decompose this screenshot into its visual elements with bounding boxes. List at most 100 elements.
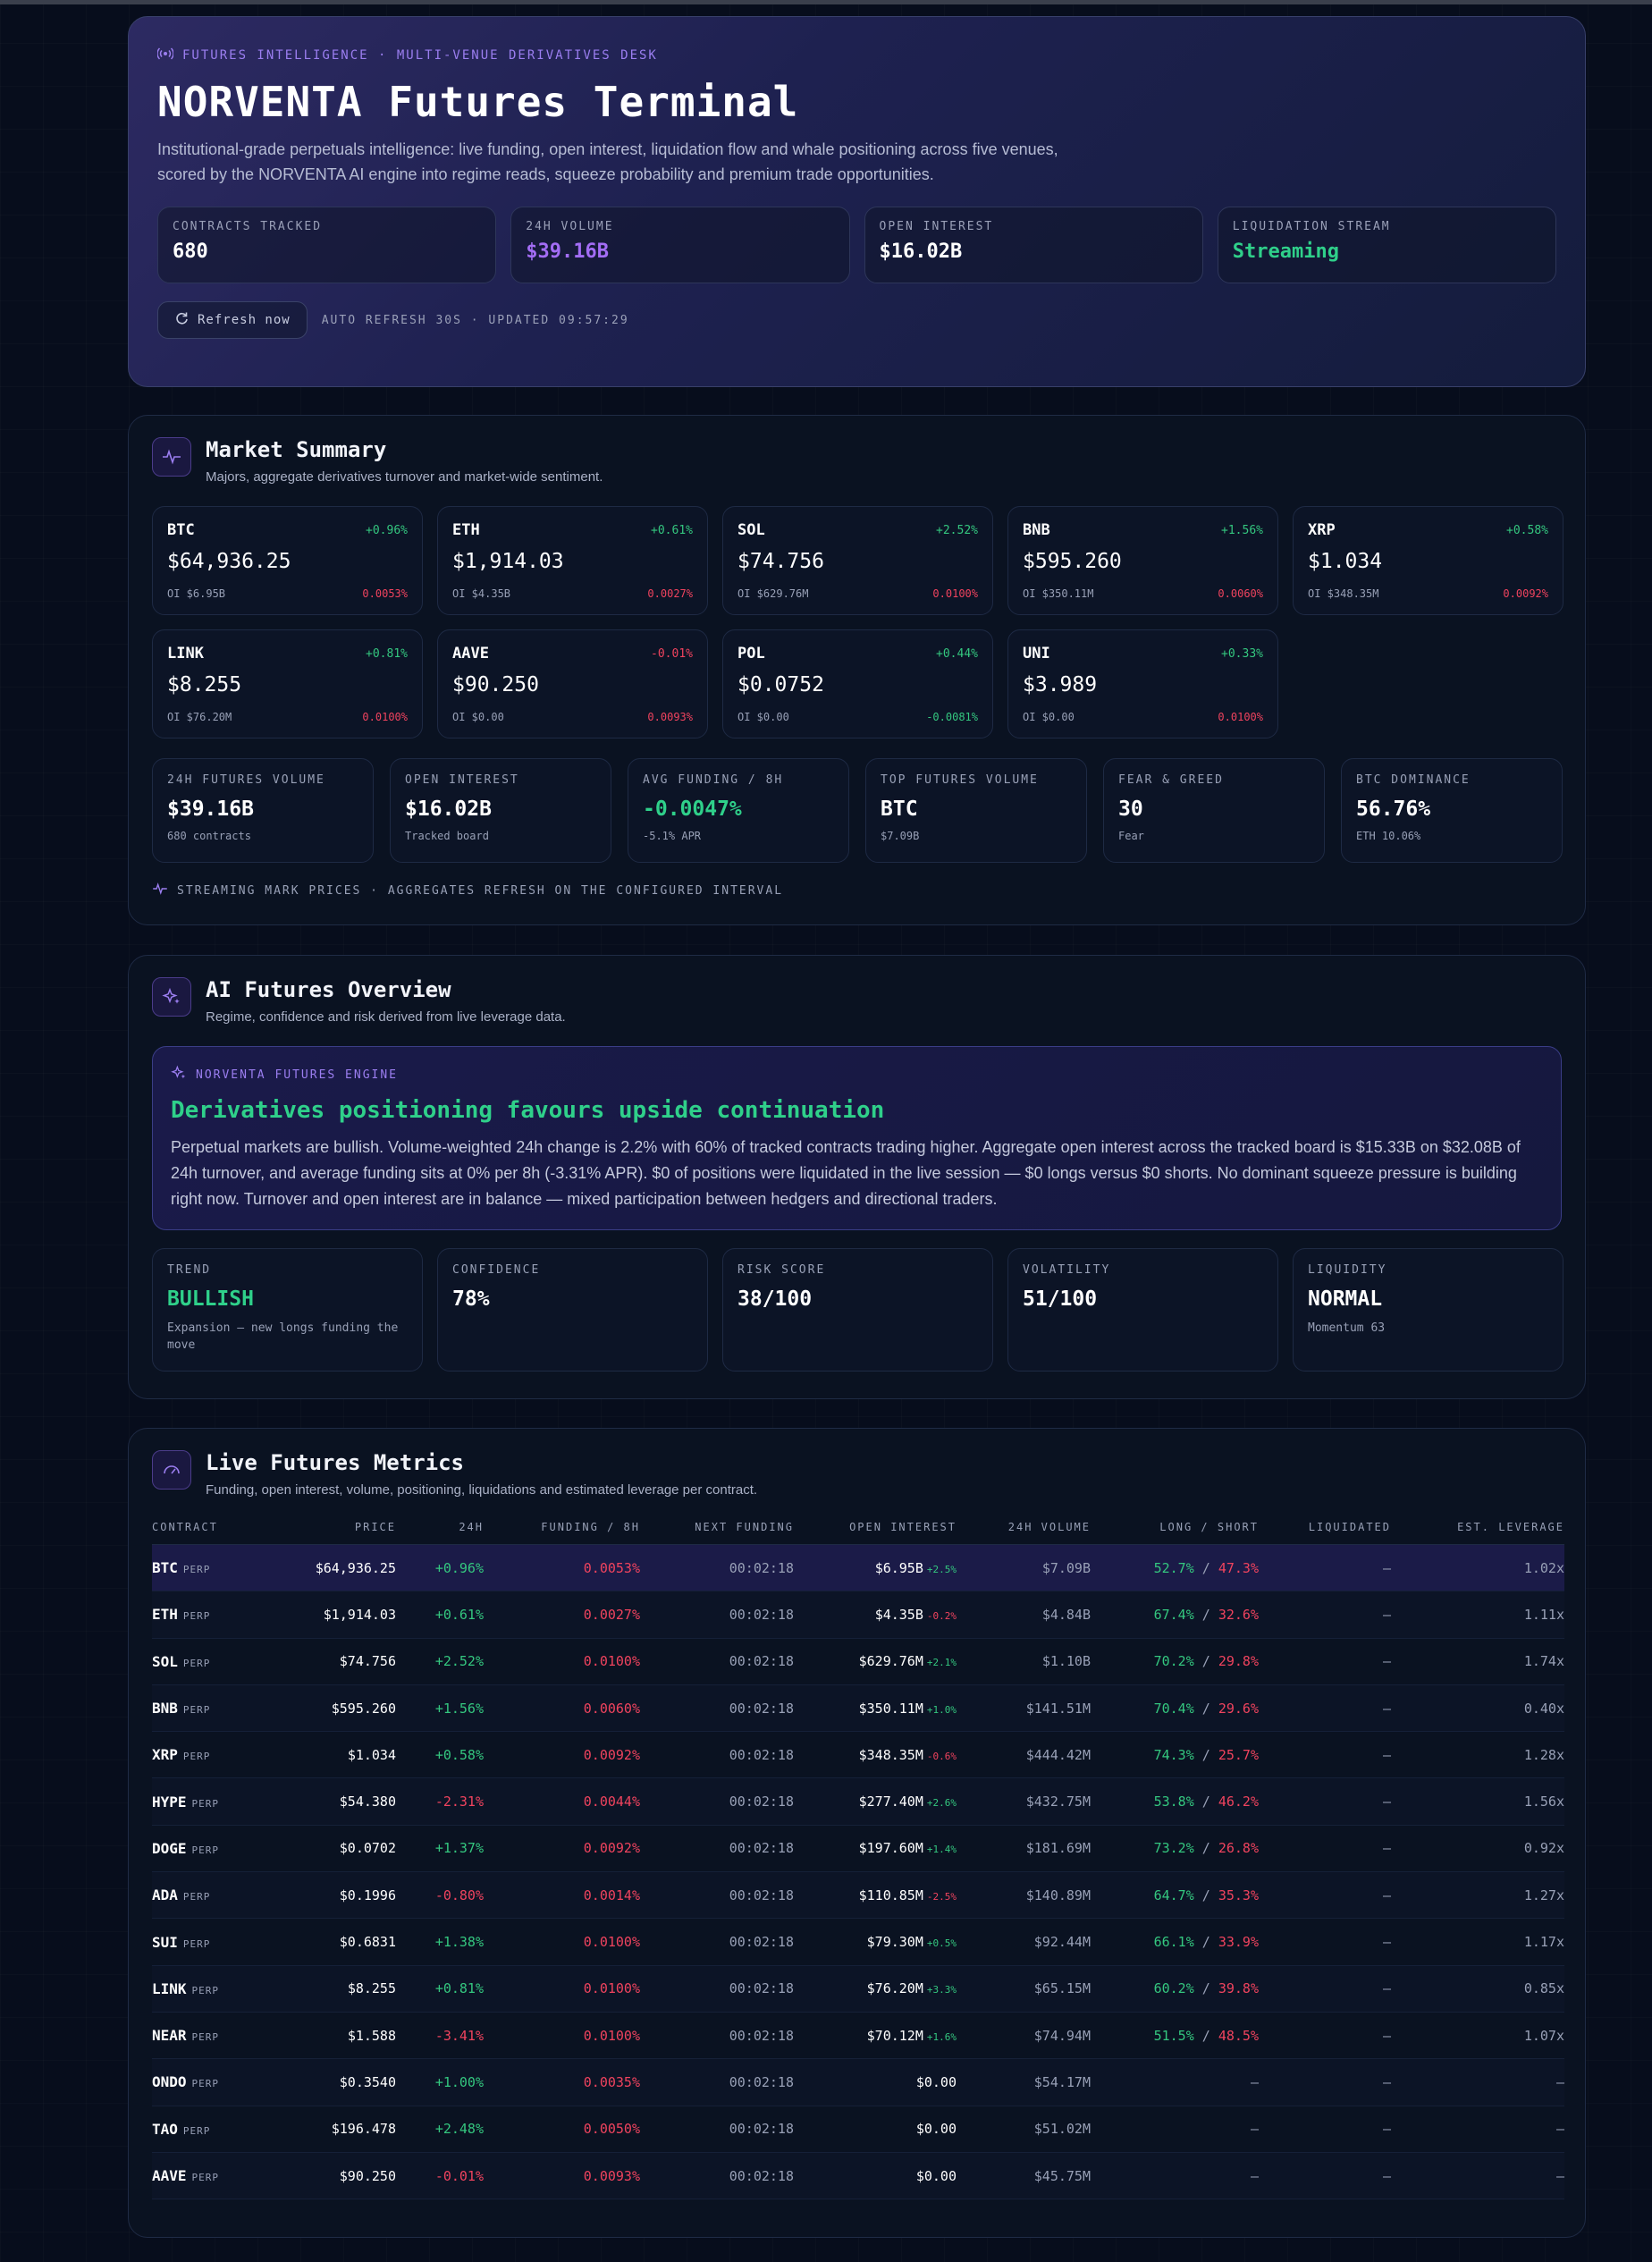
open-interest-cell: $76.20M +3.3% [794,1965,957,2013]
volume-cell: $45.75M [957,2152,1091,2200]
liquidated-cell: — [1259,1544,1391,1592]
tile-open-interest: OI $4.35B [452,587,511,600]
column-header[interactable]: 24H [396,1521,484,1545]
change-cell: +1.00% [396,2058,484,2106]
ticker-tile-uni[interactable]: UNI +0.33% $3.989 OI $0.00 0.0100% [1007,629,1278,739]
broadcast-icon [156,47,174,63]
sparkles-icon [171,1065,187,1085]
aggregate-stat: AVG FUNDING / 8H -0.0047% -5.1% APR [628,758,849,863]
long-pct: 66.1% [1153,1934,1194,1951]
ticker-tile-btc[interactable]: BTC +0.96% $64,936.25 OI $6.95B 0.0053% [152,506,423,615]
hero-stats: CONTRACTS TRACKED 680 24H VOLUME $39.16B… [157,207,1556,283]
column-header[interactable]: 24H VOLUME [957,1521,1091,1545]
funding-cell: 0.0035% [484,2058,640,2106]
column-header[interactable]: LONG / SHORT [1091,1521,1259,1545]
oi-value: $277.40M [858,1794,923,1810]
leverage-cell: 1.28x [1391,1731,1564,1779]
volume-cell: $51.02M [957,2106,1091,2153]
tile-change: +0.61% [651,523,693,537]
ticker-tile-pol[interactable]: POL +0.44% $0.0752 OI $0.00 -0.0081% [722,629,993,739]
ticker-tile-aave[interactable]: AAVE -0.01% $90.250 OI $0.00 0.0093% [437,629,708,739]
price-cell: $74.756 [282,1638,396,1685]
long-short-cell: — [1091,2152,1259,2200]
column-header[interactable]: NEXT FUNDING [640,1521,794,1545]
table-row[interactable]: LINK PERP $8.255 +0.81% 0.0100% 00:02:18 $76.2… [152,1965,1564,2013]
change-cell: -0.01% [396,2152,484,2200]
hero-description: Institutional-grade perpetuals intellige… [157,140,1058,183]
column-header[interactable]: CONTRACT [152,1521,282,1545]
ai-metrics: TREND BULLISH Expansion — new longs fundin… [152,1248,1564,1372]
aggregate-label: FEAR & GREED [1118,773,1224,787]
table-row[interactable]: ADA PERP $0.1996 -0.80% 0.0014% 00:02:18 $110.… [152,1871,1564,1920]
ticker-tile-bnb[interactable]: BNB +1.56% $595.260 OI $350.11M 0.0060% [1007,506,1278,615]
long-short-cell: — [1091,2106,1259,2153]
table-row[interactable]: HYPE PERP $54.380 -2.31% 0.0044% 00:02:18 $277… [152,1777,1564,1826]
leverage-cell: 0.40x [1391,1684,1564,1733]
ticker-tile-sol[interactable]: SOL +2.52% $74.756 OI $629.76M 0.0100% [722,506,993,615]
ticker-tile-eth[interactable]: ETH +0.61% $1,914.03 OI $4.35B 0.0027% [437,506,708,615]
table-row[interactable]: TAO PERP $196.478 +2.48% 0.0050% 00:02:18 $0.0… [152,2106,1564,2153]
funding-cell: 0.0027% [484,1591,640,1639]
aggregate-sub: Tracked board [405,830,489,842]
table-row[interactable]: NEAR PERP $1.588 -3.41% 0.0100% 00:02:18 $70.1… [152,2012,1564,2060]
tile-open-interest: OI $76.20M [167,711,232,723]
funding-cell: 0.0060% [484,1684,640,1733]
long-short-cell: 52.7% / 47.3% [1091,1544,1259,1592]
tile-open-interest: OI $0.00 [452,711,504,723]
table-row[interactable]: SOL PERP $74.756 +2.52% 0.0100% 00:02:18 $629.… [152,1638,1564,1685]
oi-change: +2.1% [926,1657,957,1669]
leverage-cell: 1.74x [1391,1638,1564,1685]
liquidated-cell: — [1259,1777,1391,1826]
leverage-cell: 1.02x [1391,1544,1564,1592]
perp-tag: PERP [182,1704,211,1717]
funding-cell: 0.0014% [484,1871,640,1920]
liquidated-cell: — [1259,2012,1391,2060]
column-header[interactable]: OPEN INTEREST [794,1521,957,1545]
oi-change: +1.0% [926,1703,957,1716]
long-short-empty: — [1250,2073,1259,2090]
long-short-cell: 66.1% / 33.9% [1091,1918,1259,1966]
short-pct: 47.3% [1218,1559,1259,1576]
ai-metric-volatility: VOLATILITY 51/100 [1007,1248,1278,1372]
open-interest-cell: $348.35M -0.6% [794,1731,957,1779]
oi-value: $629.76M [858,1653,923,1670]
table-row[interactable]: SUI PERP $0.6831 +1.38% 0.0100% 00:02:18 $79.3… [152,1918,1564,1966]
column-header[interactable]: LIQUIDATED [1259,1521,1391,1545]
column-header[interactable]: PRICE [282,1521,396,1545]
tile-funding: -0.0081% [926,711,978,723]
column-header[interactable]: FUNDING / 8H [484,1521,640,1545]
long-short-cell: — [1091,2058,1259,2106]
short-pct: 32.6% [1218,1606,1259,1623]
table-row[interactable]: BNB PERP $595.260 +1.56% 0.0060% 00:02:18 $350… [152,1684,1564,1733]
change-cell: +1.38% [396,1918,484,1966]
funding-cell: 0.0100% [484,1638,640,1685]
oi-value: $350.11M [858,1700,923,1717]
change-cell: +0.81% [396,1965,484,2013]
tile-symbol: POL [738,645,765,663]
tile-price: $3.989 [1023,673,1098,696]
ticker-tile-link[interactable]: LINK +0.81% $8.255 OI $76.20M 0.0100% [152,629,423,739]
table-row[interactable]: DOGE PERP $0.0702 +1.37% 0.0092% 00:02:18 $197… [152,1825,1564,1873]
long-pct: 70.2% [1153,1653,1194,1670]
change-cell: +1.37% [396,1825,484,1873]
aggregate-value: $39.16B [167,798,254,821]
oi-value: $76.20M [866,1980,923,1997]
long-short-cell: 53.8% / 46.2% [1091,1777,1259,1826]
table-row[interactable]: BTC PERP $64,936.25 +0.96% 0.0053% 00:02:18 $6… [152,1544,1564,1592]
long-pct: 51.5% [1153,2027,1194,2044]
refresh-button[interactable]: Refresh now [157,301,308,339]
table-row[interactable]: AAVE PERP $90.250 -0.01% 0.0093% 00:02:18 $0.0… [152,2152,1564,2200]
ticker-tile-xrp[interactable]: XRP +0.58% $1.034 OI $348.35M 0.0092% [1293,506,1564,615]
oi-value: $6.95B [874,1559,923,1576]
column-header[interactable]: EST. LEVERAGE [1391,1521,1564,1545]
leverage-cell: 1.07x [1391,2012,1564,2060]
long-pct: 67.4% [1153,1606,1194,1623]
sparkles-icon [152,977,191,1017]
aggregate-stat: TOP FUTURES VOLUME BTC $7.09B [865,758,1087,863]
contract-symbol: TAO [152,2120,178,2138]
table-row[interactable]: XRP PERP $1.034 +0.58% 0.0092% 00:02:18 $348.3… [152,1731,1564,1779]
refresh-label: Refresh now [198,313,291,327]
table-row[interactable]: ONDO PERP $0.3540 +1.00% 0.0035% 00:02:18 $0.0… [152,2058,1564,2106]
table-row[interactable]: ETH PERP $1,914.03 +0.61% 0.0027% 00:02:18 $4.… [152,1591,1564,1639]
funding-cell: 0.0093% [484,2152,640,2200]
